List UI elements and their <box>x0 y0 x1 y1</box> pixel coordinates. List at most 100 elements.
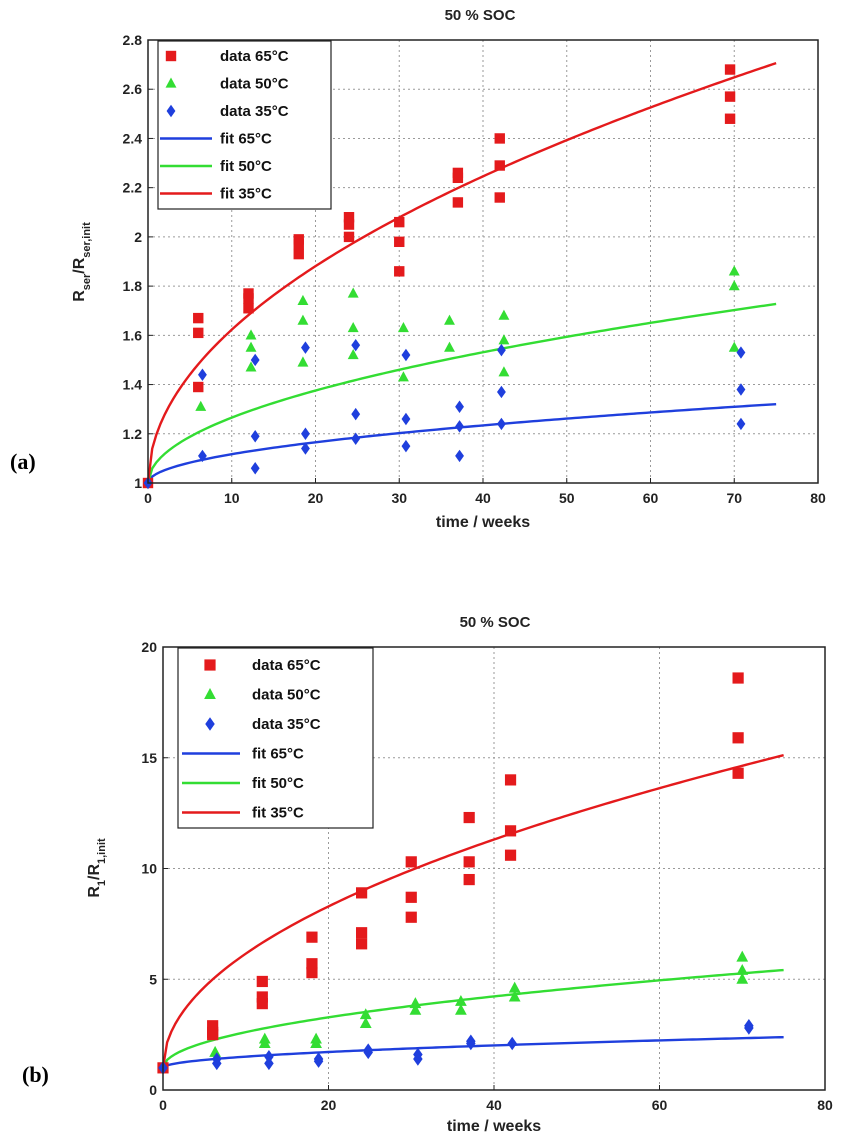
x-tick-label: 40 <box>486 1097 502 1113</box>
legend-marker <box>165 77 177 88</box>
y-tick-label: 5 <box>149 971 157 987</box>
data-point-data-35-c <box>250 353 260 367</box>
x-tick-label: 60 <box>652 1097 668 1113</box>
data-point-data-65-c <box>394 266 405 277</box>
legend-label: data 35°C <box>220 103 289 120</box>
data-point-data-65-c <box>732 767 744 779</box>
data-point-data-35-c <box>198 368 207 381</box>
chart-b-points <box>157 672 754 1075</box>
data-point-data-50-c <box>728 341 740 352</box>
data-point-data-35-c <box>466 1036 476 1051</box>
chart-b-legend: data 65°C data 50°C data 35°C fit 65°C fit 5… <box>177 647 374 829</box>
data-point-data-65-c <box>306 967 318 979</box>
data-point-data-50-c <box>310 1037 322 1048</box>
chart-a-grid <box>148 40 818 483</box>
data-point-data-35-c <box>301 341 310 354</box>
data-point-data-50-c <box>455 1003 467 1015</box>
data-point-data-65-c <box>394 236 405 248</box>
data-point-data-65-c <box>193 312 204 324</box>
data-point-data-50-c <box>728 280 740 291</box>
data-point-data-65-c <box>243 293 254 304</box>
x-tick-label: 30 <box>391 490 407 506</box>
y-tick-label: 1 <box>134 475 142 491</box>
data-point-data-50-c <box>297 356 309 367</box>
y-tick-label: 1.2 <box>123 426 143 442</box>
x-tick-label: 40 <box>475 490 491 506</box>
data-point-data-65-c <box>193 381 204 393</box>
data-point-data-35-c <box>401 348 411 362</box>
data-point-data-65-c <box>724 91 736 102</box>
data-point-data-65-c <box>343 231 355 243</box>
data-point-data-50-c <box>498 366 510 377</box>
data-point-data-35-c <box>351 432 361 445</box>
fit-line-fit-65-c <box>146 402 777 484</box>
data-point-data-50-c <box>498 309 510 320</box>
legend-marker <box>205 717 215 731</box>
data-point-data-65-c <box>494 133 505 144</box>
legend-label: fit 50°C <box>220 158 272 175</box>
data-point-data-50-c <box>736 972 749 984</box>
data-point-data-35-c <box>301 442 310 455</box>
data-point-data-35-c <box>497 385 506 399</box>
x-tick-label: 60 <box>643 490 659 506</box>
chart-b-legend-box <box>177 647 374 829</box>
data-point-data-35-c <box>455 400 464 413</box>
fit-line-fit-50-c <box>146 302 777 484</box>
legend-label: fit 65°C <box>220 131 272 148</box>
data-point-data-65-c <box>724 113 736 124</box>
data-point-data-35-c <box>455 420 464 433</box>
legend-label: fit 50°C <box>252 775 304 792</box>
legend-label: fit 65°C <box>252 746 304 763</box>
legend-marker <box>165 50 177 62</box>
chart-b-ticks: 0 20 40 60 80 0 5 10 15 20 <box>141 639 833 1113</box>
data-point-data-65-c <box>463 811 475 824</box>
data-point-data-50-c <box>297 294 309 306</box>
data-point-data-65-c <box>193 327 204 339</box>
data-point-data-65-c <box>293 248 304 260</box>
chart-b-xlabel: time / weeks <box>447 1118 541 1135</box>
data-point-data-50-c <box>455 994 467 1006</box>
data-point-data-65-c <box>356 887 368 899</box>
data-point-data-50-c <box>195 400 207 411</box>
data-point-data-65-c <box>243 303 254 314</box>
data-point-data-50-c <box>245 341 257 352</box>
data-point-data-50-c <box>359 1017 372 1029</box>
data-point-data-35-c <box>301 427 310 441</box>
data-point-data-50-c <box>409 997 422 1009</box>
chart-b-ylabel: R1/R1,init <box>86 838 108 898</box>
data-point-data-35-c <box>744 1021 754 1035</box>
data-point-data-65-c <box>207 1020 219 1032</box>
data-point-data-50-c <box>736 950 749 962</box>
legend-label: data 35°C <box>252 716 321 733</box>
data-point-data-65-c <box>732 732 744 744</box>
data-point-data-50-c <box>245 361 257 372</box>
x-tick-label: 20 <box>308 490 324 506</box>
data-point-data-65-c <box>504 774 517 786</box>
data-point-data-50-c <box>297 314 309 325</box>
data-point-data-35-c <box>497 417 506 431</box>
y-tick-label: 15 <box>141 750 157 766</box>
fit-line-fit-50-c <box>161 968 784 1069</box>
data-point-data-35-c <box>413 1052 423 1066</box>
x-tick-label: 0 <box>159 1097 167 1113</box>
data-point-data-65-c <box>463 873 475 886</box>
y-tick-label: 20 <box>141 639 157 655</box>
data-point-data-35-c <box>250 429 260 443</box>
data-point-data-65-c <box>356 938 368 950</box>
data-point-data-65-c <box>504 825 517 837</box>
y-tick-label: 2.2 <box>123 180 143 196</box>
data-point-data-35-c <box>736 383 746 396</box>
data-point-data-35-c <box>313 1054 324 1068</box>
data-point-data-65-c <box>405 911 417 923</box>
panel-label-a: (a) <box>10 449 36 474</box>
chart-a-legend-box <box>157 40 332 210</box>
data-point-data-65-c <box>306 958 318 970</box>
x-tick-label: 80 <box>817 1097 833 1113</box>
data-point-data-65-c <box>343 212 355 223</box>
y-tick-label: 10 <box>141 861 157 877</box>
data-point-data-35-c <box>212 1056 222 1071</box>
data-point-data-65-c <box>256 975 268 988</box>
chart-a-points <box>142 64 746 490</box>
data-point-data-65-c <box>494 160 505 171</box>
